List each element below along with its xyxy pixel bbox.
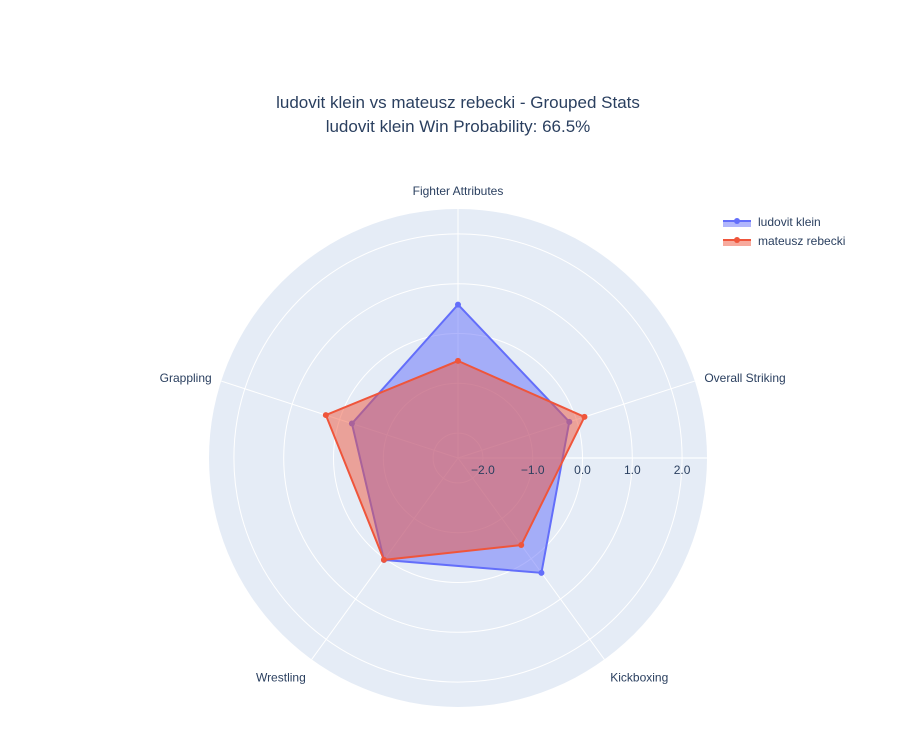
data-point <box>455 301 461 308</box>
polar-area: −2.0 −1.0 0.0 1.0 2.0 Fighter Attributes Overa… <box>160 184 786 707</box>
angular-axis-label: Wrestling <box>256 671 306 685</box>
legend-marker <box>734 237 740 243</box>
radial-tick-label: −1.0 <box>521 463 545 477</box>
radial-tick-label: 2.0 <box>674 463 691 477</box>
legend: ludovit klein mateusz rebecki <box>723 215 845 248</box>
series-area-1 <box>324 359 586 562</box>
data-point <box>581 413 588 420</box>
data-point <box>322 412 329 419</box>
legend-item[interactable]: mateusz rebecki <box>723 234 845 248</box>
chart-title: ludovit klein vs mateusz rebecki - Group… <box>276 93 640 112</box>
data-point <box>380 556 387 563</box>
legend-item[interactable]: ludovit klein <box>723 215 821 229</box>
angular-axis-label: Fighter Attributes <box>413 184 504 198</box>
radial-tick-label: −2.0 <box>471 463 495 477</box>
angular-axis-label: Kickboxing <box>610 671 668 685</box>
angular-axis-label: Grappling <box>160 371 212 385</box>
radial-tick-label: 1.0 <box>624 463 641 477</box>
legend-label: ludovit klein <box>758 215 821 229</box>
data-point <box>518 542 525 549</box>
legend-marker <box>734 218 740 224</box>
chart-subtitle: ludovit klein Win Probability: 66.5% <box>326 117 591 136</box>
legend-label: mateusz rebecki <box>758 234 845 248</box>
angular-axis-label: Overall Striking <box>704 371 785 385</box>
radial-tick-label: 0.0 <box>574 463 591 477</box>
data-point <box>538 569 545 576</box>
data-point <box>455 357 461 364</box>
